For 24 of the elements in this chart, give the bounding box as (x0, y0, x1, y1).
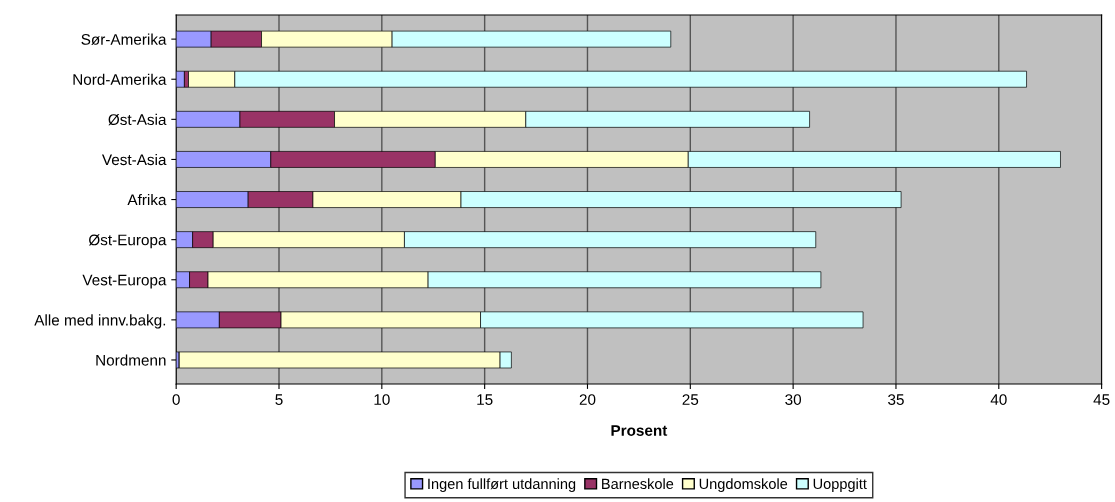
y-tick-label: Nord-Amerika (73, 73, 167, 85)
y-tick-label: Vest-Europa (82, 274, 167, 289)
y-tick-label: Alle med innv.bakg. (34, 314, 166, 329)
x-tick-label: 25 (682, 394, 699, 405)
legend-label: Ingen fullført utdanning (428, 478, 576, 492)
legend-label: Barneskole (602, 478, 674, 490)
x-tick-label: 0 (172, 394, 180, 405)
x-tick-label: 15 (477, 394, 493, 405)
x-tick-label: 45 (1093, 394, 1110, 405)
y-tick-label: Sør-Amerika (81, 33, 167, 45)
y-tick-label: Vest-Asia (101, 153, 167, 166)
x-tick-label: 40 (990, 394, 1007, 405)
y-tick-label: Øst-Asia (108, 113, 167, 126)
y-tick-label: Afrika (127, 194, 167, 206)
x-tick-label: 35 (888, 394, 904, 405)
y-tick-label: Nordmenn (96, 354, 166, 366)
x-axis-title: Prosent (611, 425, 668, 436)
x-tick-label: 5 (275, 394, 283, 405)
x-tick-label: 30 (785, 394, 802, 405)
legend-label: Uoppgitt (813, 478, 867, 492)
y-tick-label: Øst-Europa (88, 234, 167, 249)
legend-label: Ungdomskole (699, 478, 788, 492)
x-tick-label: 10 (374, 394, 390, 405)
x-tick-label: 20 (579, 394, 596, 405)
